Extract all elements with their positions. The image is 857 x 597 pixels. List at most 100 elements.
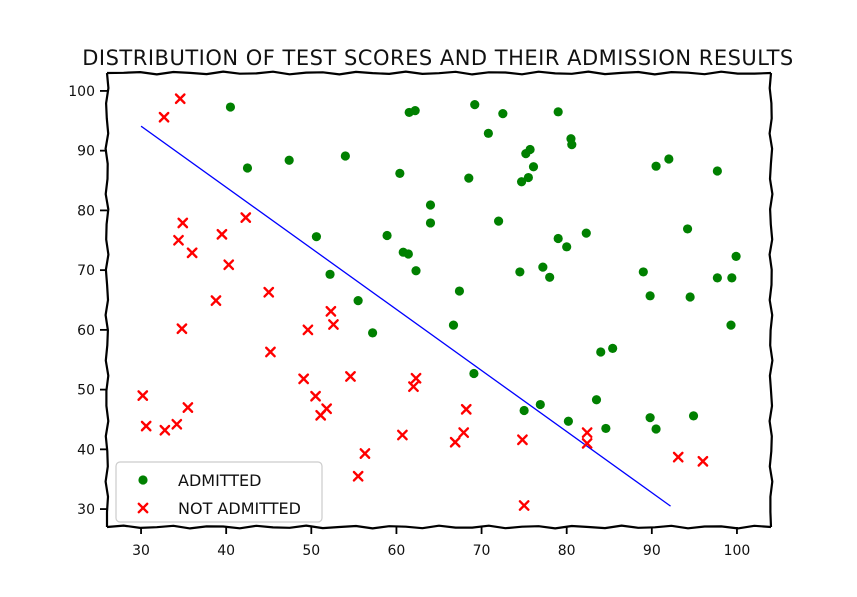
not-admitted-point [298, 373, 310, 385]
not-admitted-point-stroke [240, 212, 252, 223]
not-admitted-point [345, 371, 356, 382]
not-admitted-point [460, 403, 472, 415]
not-admitted-point-stroke [672, 451, 684, 463]
not-admitted-point [581, 427, 593, 439]
admitted-point [498, 109, 508, 119]
not-admitted-point [581, 437, 593, 449]
not-admitted-point [263, 286, 275, 298]
not-admitted-point-stroke [345, 371, 356, 382]
admitted-point [712, 273, 722, 283]
not-admitted-point-stroke [159, 424, 171, 436]
y-tick-label: 30 [77, 502, 95, 518]
not-admitted-point-stroke [158, 111, 170, 123]
not-admitted-point [325, 305, 337, 317]
not-admitted-point [265, 346, 276, 358]
not-admitted-point [697, 455, 709, 467]
axes-right-spine [768, 72, 774, 528]
not-admitted-point [310, 390, 321, 402]
not-admitted-point-stroke [174, 93, 186, 105]
not-admitted-point [182, 402, 194, 413]
y-tick-label: 100 [68, 84, 95, 100]
admitted-point [523, 172, 533, 183]
not-admitted-point [672, 451, 684, 463]
admitted-point [645, 413, 655, 423]
legend-not-admitted-marker [137, 502, 149, 514]
y-tick-label: 80 [77, 203, 95, 219]
legend-box [115, 461, 323, 523]
admitted-point [454, 286, 465, 296]
not-admitted-point [171, 418, 183, 430]
not-admitted-point [186, 247, 198, 259]
x-axis: 30 40 50 60 70 80 90 100 [132, 527, 750, 559]
admitted-point [464, 173, 474, 183]
not-admitted-point [174, 93, 186, 105]
legend-admitted-marker [138, 475, 148, 485]
admitted-point [581, 228, 591, 238]
not-admitted-point-stroke [517, 434, 528, 446]
x-tick-label: 90 [643, 543, 661, 559]
admitted-point [553, 107, 563, 117]
y-tick-label: 90 [77, 144, 95, 160]
not-admitted-point-stroke [210, 295, 222, 306]
not-admitted-point [159, 424, 171, 436]
not-admitted-point [396, 429, 408, 441]
admitted-point [538, 262, 548, 272]
not-admitted-point-stroke [518, 500, 530, 511]
not-admitted-point-stroke [352, 470, 364, 482]
not-admitted-point [177, 217, 189, 229]
not-admitted-point-stroke [408, 381, 419, 393]
not-admitted-point-stroke [315, 409, 327, 421]
not-admitted-point-stroke [310, 390, 321, 402]
not-admitted-point [328, 319, 339, 330]
not-admitted-point-stroke [458, 427, 470, 439]
admitted-point [685, 292, 695, 302]
admitted-point [682, 224, 693, 234]
admitted-point [535, 399, 545, 410]
not-admitted-point [517, 434, 528, 446]
not-admitted-point-stroke [265, 346, 276, 358]
not-admitted-point [176, 323, 188, 335]
axes-bottom-spine [106, 524, 772, 530]
not-admitted-point [315, 409, 327, 421]
admitted-point [525, 144, 535, 155]
not-admitted-point-stroke [263, 286, 275, 298]
axes-frame [104, 70, 774, 530]
admitted-point [411, 266, 421, 276]
admitted-point [325, 269, 335, 279]
admitted-point [731, 251, 741, 261]
not-admitted-point [158, 111, 170, 123]
admitted-point [712, 166, 722, 176]
not-admitted-point [352, 470, 364, 482]
admitted-point [638, 267, 648, 277]
admitted-point [382, 230, 392, 241]
admitted-point [726, 320, 736, 330]
admitted-point [403, 249, 413, 259]
admitted-point [596, 347, 606, 357]
admitted-point [425, 218, 436, 228]
not-admitted-point-stroke [223, 259, 235, 271]
not-admitted-point [137, 390, 149, 401]
not-admitted-point-stroke [328, 319, 339, 330]
admitted-point [493, 216, 504, 226]
admitted-point [284, 155, 294, 165]
not-admitted-point [216, 228, 228, 240]
admitted-point [645, 291, 655, 301]
admitted-point [519, 405, 529, 416]
admitted-point [545, 272, 555, 282]
not-admitted-point [240, 212, 252, 223]
not-admitted-point-stroke [216, 228, 228, 240]
not-admitted-point [518, 500, 530, 511]
y-tick-label: 50 [77, 383, 95, 399]
admitted-point [516, 177, 527, 187]
not-admitted-point-stroke [182, 402, 194, 413]
not-admitted-point-stroke [298, 373, 310, 385]
not-admitted-point [302, 324, 314, 336]
admitted-point [242, 163, 253, 173]
x-tick-label: 100 [724, 543, 751, 559]
admitted-point [448, 320, 459, 330]
admitted-point [688, 411, 699, 421]
admitted-point [727, 273, 737, 283]
admitted-point [562, 242, 572, 252]
